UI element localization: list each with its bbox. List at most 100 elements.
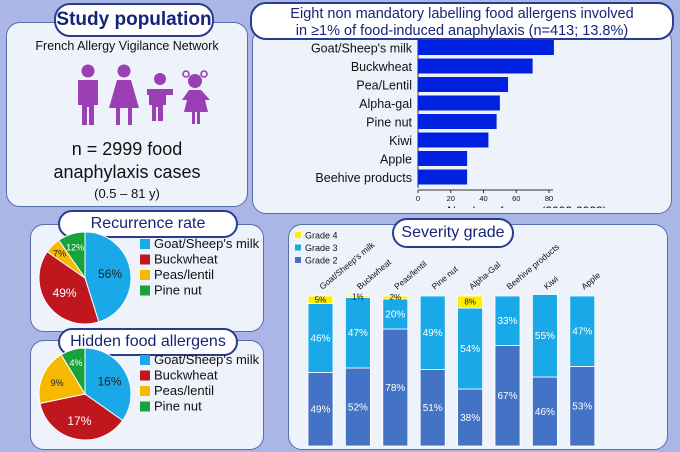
legend-label: Grade 3	[305, 243, 338, 253]
segment-label: 46%	[310, 333, 330, 344]
segment-label: 47%	[348, 328, 368, 339]
segment-label: 33%	[497, 316, 517, 327]
legend-swatch-1	[140, 370, 150, 381]
stack-segment	[457, 388, 484, 447]
stack-segment	[307, 295, 334, 304]
legend-label: Peas/lentil	[154, 383, 214, 398]
legend-swatch-1	[140, 254, 150, 265]
bar-7	[418, 169, 468, 185]
pie-slice-1	[39, 393, 124, 441]
segment-label: 52%	[348, 402, 368, 413]
legend-swatch-grade	[295, 244, 301, 251]
stack-segment	[382, 328, 409, 447]
legend-label: Goat/Sheep's milk	[154, 236, 260, 251]
woman-icon	[109, 64, 139, 125]
category-label: Beehive products	[315, 171, 412, 185]
segment-label: 49%	[423, 328, 443, 339]
legend-swatch-3	[140, 285, 150, 296]
allergens-title-line1: Eight non mandatory labelling food aller…	[290, 6, 634, 22]
legend-label: Buckwheat	[154, 252, 218, 267]
people-icons	[78, 64, 210, 125]
legend-swatch-0	[140, 239, 150, 249]
stack-segment	[569, 295, 596, 367]
category-label: Apple	[579, 270, 602, 292]
x-axis-title: Number of cases (2002-2023)	[447, 204, 606, 208]
segment-label: 78%	[385, 383, 405, 394]
x-tick-label: 80	[545, 194, 553, 203]
category-label: Buckwheat	[355, 257, 394, 292]
legend-swatch-0	[140, 355, 150, 365]
legend-label: Buckwheat	[154, 368, 218, 383]
category-label: Kiwi	[389, 134, 412, 148]
segment-label: 51%	[423, 403, 443, 414]
segment-label: 53%	[572, 402, 592, 413]
category-label: Pine nut	[430, 263, 461, 291]
stack-segment	[382, 295, 409, 300]
segment-label: 5%	[315, 295, 327, 304]
bar-3	[418, 95, 500, 111]
pie-slice-0	[84, 231, 132, 323]
legend-label: Pine nut	[154, 399, 202, 414]
segment-label: 67%	[497, 391, 517, 402]
pie-label: 56%	[98, 267, 122, 281]
allergens-chart-title: Eight non mandatory labelling food aller…	[250, 2, 674, 40]
category-label: Kiwi	[542, 274, 560, 292]
stack-segment	[345, 297, 371, 369]
legend-label: Pine nut	[154, 283, 202, 298]
segment-label: 49%	[310, 405, 330, 416]
case-count: n = 2999 food	[71, 139, 183, 159]
category-label: Alpha-gal	[359, 97, 412, 111]
study-population-title: Study population	[54, 3, 214, 37]
category-label: Pine nut	[366, 116, 412, 130]
legend-label: Peas/lentil	[154, 267, 214, 282]
segment-label: 20%	[385, 309, 405, 320]
pie-label: 17%	[67, 414, 91, 428]
stack-segment	[531, 294, 558, 378]
pie-label: 7%	[53, 249, 66, 259]
segment-label: 46%	[535, 407, 555, 418]
boy-icon	[147, 73, 173, 121]
pie-slice-0	[84, 347, 132, 422]
category-label: Pea/Lentil	[356, 79, 412, 93]
x-tick-label: 40	[479, 194, 487, 203]
bar-6	[418, 151, 468, 166]
allergens-title-line2: in ≥1% of food-induced anaphylaxis (n=41…	[295, 23, 629, 39]
segment-label: 8%	[464, 298, 476, 307]
category-label: Peas/lentil	[392, 259, 429, 292]
bar-0	[418, 40, 554, 55]
pie-label: 49%	[53, 286, 77, 300]
segment-label: 54%	[460, 344, 480, 355]
allergens-bar-chart: Goat/Sheep's milk Buckwheat Pea/Lentil Alph…	[311, 38, 607, 208]
pie-label: 16%	[97, 374, 121, 388]
severity-title: Severity grade	[392, 218, 514, 248]
bar-2	[418, 77, 509, 92]
segment-label: 2%	[390, 293, 402, 302]
legend-swatch-grade	[295, 232, 301, 238]
segment-label: 1%	[352, 292, 364, 301]
bar-5	[418, 132, 489, 148]
legend-swatch-2	[140, 386, 150, 396]
stack-segment	[419, 295, 446, 370]
legend-label: Goat/Sheep's milk	[154, 352, 260, 367]
stack-segment	[345, 367, 371, 447]
legend-swatch-2	[140, 270, 150, 280]
stack-segment	[457, 295, 484, 309]
pie-slice-2	[38, 354, 86, 404]
stack-segment	[307, 303, 334, 373]
pie-slice-3	[60, 347, 86, 396]
pie-label: 4%	[70, 358, 83, 368]
segment-label: 38%	[460, 413, 480, 424]
category-label: Buckwheat	[351, 60, 413, 74]
category-label: Apple	[380, 153, 412, 167]
recurrence-pie-chart: 56% 49% 7%12% Goat/Sheep's milkBuckwheatPea…	[38, 231, 260, 325]
age-range: (0.5 – 81 y)	[94, 186, 160, 201]
pie-slice-3	[58, 231, 86, 280]
study-population-panel: French Allergy Vigilance Network n = 299…	[6, 22, 248, 207]
x-tick-label: 20	[447, 194, 455, 203]
stack-segment	[419, 369, 446, 447]
man-icon	[78, 64, 98, 125]
pie-label: 9%	[51, 378, 64, 388]
hidden-pie-chart: 16% 17% 9% 4% Goat/Sheep's milkBuckwheatPeas…	[38, 347, 260, 441]
x-tick-label: 60	[512, 194, 520, 203]
stack-segment	[307, 372, 334, 447]
